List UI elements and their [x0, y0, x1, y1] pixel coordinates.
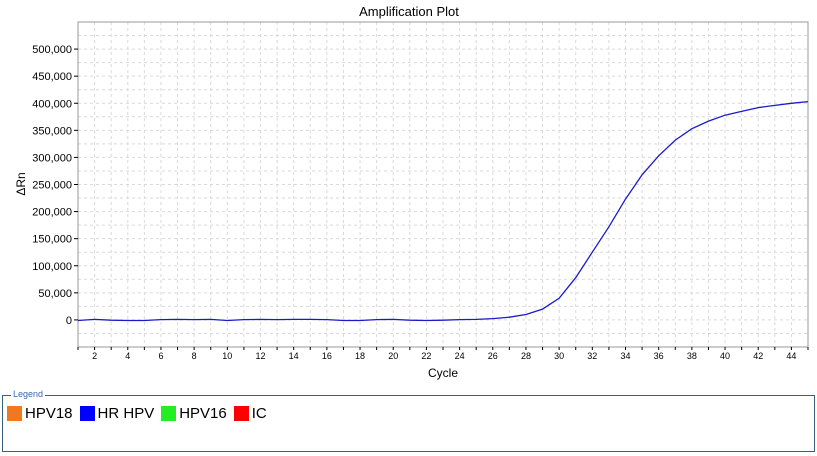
x-tick-label: 42 [753, 351, 763, 361]
series-line-hr-hpv [77, 100, 809, 322]
legend-swatch [7, 406, 22, 421]
x-tick-label: 16 [322, 351, 332, 361]
x-tick-label: 22 [421, 351, 431, 361]
legend-swatch [233, 406, 249, 421]
y-axis-label: ΔRn [14, 172, 28, 195]
x-tick-label: 38 [687, 351, 697, 361]
x-tick-label: 12 [255, 351, 265, 361]
y-tick-label: 450,000 [32, 71, 72, 83]
x-tick-label: 34 [620, 351, 630, 361]
legend-item-ic[interactable]: IC [233, 405, 267, 422]
legend-item-hpv18[interactable]: HPV18 [7, 405, 73, 422]
x-tick-label: 24 [455, 351, 465, 361]
y-tick-label: 500,000 [32, 44, 72, 56]
x-tick-label: 20 [388, 351, 398, 361]
x-axis-label: Cycle [428, 366, 458, 380]
x-tick-label: 8 [192, 351, 197, 361]
x-tick-label: 10 [222, 351, 232, 361]
legend-items: HPV18 HR HPV HPV16 IC [7, 405, 274, 422]
x-tick-label: 44 [786, 351, 796, 361]
legend-label: HPV16 [179, 405, 227, 422]
chart-title: Amplification Plot [359, 4, 459, 19]
y-tick-label: 150,000 [32, 234, 72, 246]
amplification-chart: Amplification Plot 0 50,000 100,000 150,000… [14, 4, 809, 380]
y-tick-label: 50,000 [38, 288, 72, 300]
legend-label: HPV18 [25, 405, 73, 422]
y-axis: 0 50,000 100,000 150,000 200,000 250,000 300,0… [32, 44, 78, 327]
x-tick-label: 30 [554, 351, 564, 361]
x-tick-label: 32 [587, 351, 597, 361]
y-tick-label: 100,000 [32, 261, 72, 273]
legend-panel: Legend HPV18 HR HPV HPV16 IC [2, 389, 815, 452]
series-lines [77, 100, 809, 322]
y-tick-label: 200,000 [32, 207, 72, 219]
y-tick-label: 0 [66, 315, 72, 327]
y-tick-label: 350,000 [32, 125, 72, 137]
x-tick-label: 40 [720, 351, 730, 361]
y-tick-label: 400,000 [32, 98, 72, 110]
x-tick-label: 4 [125, 351, 130, 361]
y-tick-label: 300,000 [32, 152, 72, 164]
legend-item-hpv16[interactable]: HPV16 [161, 405, 227, 422]
x-axis: 2 4 6 8 10 12 14 16 18 20 22 24 26 28 30 32 34 36 38 40 42 44 [77, 347, 809, 361]
x-tick-label: 28 [521, 351, 531, 361]
legend-title: Legend [11, 389, 46, 399]
legend-item-hr-hpv[interactable]: HR HPV [79, 405, 155, 422]
x-tick-label: 2 [92, 351, 97, 361]
x-tick-label: 6 [158, 351, 163, 361]
legend-label: IC [251, 405, 267, 422]
x-tick-label: 26 [488, 351, 498, 361]
x-tick-label: 14 [289, 351, 299, 361]
legend-swatch [79, 406, 95, 421]
legend-swatch [161, 406, 177, 421]
grid-lines [78, 22, 808, 347]
x-tick-label: 18 [355, 351, 365, 361]
y-tick-label: 250,000 [32, 180, 72, 192]
x-tick-label: 36 [654, 351, 664, 361]
legend-label: HR HPV [97, 405, 155, 422]
